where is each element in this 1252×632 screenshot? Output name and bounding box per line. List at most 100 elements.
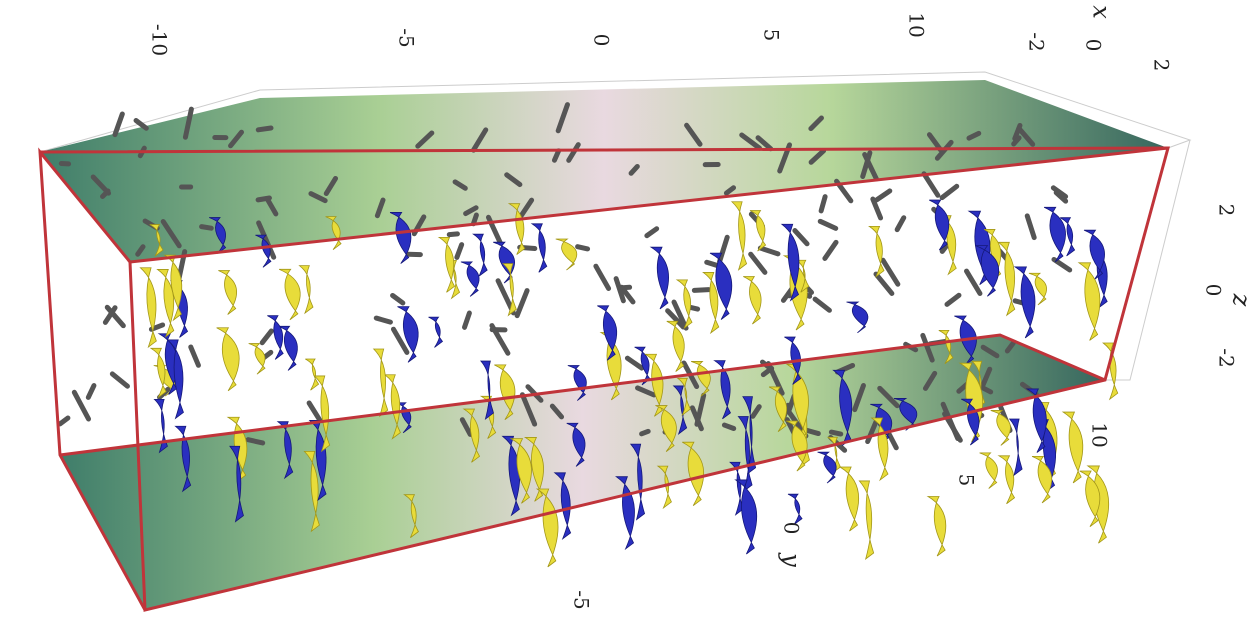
- ribbon: [501, 435, 521, 517]
- arrow: [470, 127, 489, 153]
- arrow: [628, 163, 640, 176]
- ribbon: [675, 279, 693, 329]
- ribbon: [838, 466, 860, 532]
- ribbon: [656, 465, 672, 510]
- ribbon: [1025, 388, 1047, 453]
- top-plane: [40, 80, 1168, 262]
- arrow: [104, 304, 126, 329]
- arrow: [808, 148, 827, 165]
- ribbon: [768, 386, 788, 433]
- ribbon: [428, 316, 444, 348]
- ribbon: [479, 360, 494, 421]
- arrow: [877, 385, 900, 409]
- ribbon: [975, 245, 1000, 297]
- ribbon: [278, 325, 298, 371]
- ribbon: [523, 437, 544, 502]
- ribbon: [938, 329, 954, 365]
- ribbon: [494, 364, 516, 421]
- ribbon: [1060, 217, 1076, 257]
- ribbon: [682, 441, 705, 506]
- ribbon: [276, 421, 294, 480]
- arrow: [639, 428, 651, 437]
- arrow: [256, 220, 277, 260]
- back-edge: [1105, 139, 1191, 381]
- arrow: [874, 188, 893, 203]
- tick-label: 10: [1088, 422, 1112, 447]
- back-edge: [39, 71, 1192, 153]
- arrow: [470, 212, 479, 227]
- ribbon: [929, 199, 950, 251]
- arrow: [721, 422, 737, 432]
- arrow: [555, 102, 570, 134]
- arrow: [462, 310, 472, 330]
- ribbon: [979, 452, 998, 489]
- ribbon: [672, 385, 688, 435]
- arrow: [504, 172, 523, 188]
- arrow: [852, 383, 866, 413]
- arrow: [812, 296, 832, 313]
- axis-label: y: [778, 552, 806, 567]
- ribbon: [629, 443, 646, 521]
- ribbon: [644, 353, 664, 417]
- arrow: [963, 268, 983, 297]
- arrow: [792, 228, 810, 247]
- tick-label: -2: [1025, 32, 1049, 51]
- arrow: [944, 292, 962, 307]
- arrow: [259, 328, 274, 346]
- arrow: [760, 365, 775, 378]
- arrow: [160, 219, 182, 249]
- arrow: [255, 195, 272, 203]
- arrow: [323, 175, 339, 197]
- ribbon: [780, 223, 800, 302]
- arrow: [188, 344, 201, 368]
- tick-label: 10: [905, 12, 929, 37]
- arrow: [860, 150, 873, 179]
- arrow: [575, 244, 591, 252]
- arrow: [1050, 185, 1069, 199]
- ribbon: [389, 212, 412, 264]
- tick-label: -5: [395, 28, 419, 47]
- ribbon: [785, 420, 808, 472]
- arrow: [255, 125, 274, 133]
- ribbon: [743, 276, 762, 325]
- arrow: [459, 417, 473, 437]
- ribbon: [676, 377, 691, 417]
- arrow: [374, 197, 386, 219]
- tick-label: -2: [1215, 348, 1239, 367]
- tick-label: 2: [1215, 204, 1239, 217]
- arrow: [873, 271, 895, 296]
- ribbon: [1077, 262, 1101, 341]
- ribbon: [509, 438, 532, 504]
- ribbon: [308, 420, 327, 502]
- ribbon: [298, 265, 314, 315]
- arrow: [514, 288, 530, 319]
- ribbon: [502, 263, 517, 317]
- tick-label: 5: [760, 29, 784, 42]
- ribbon: [787, 493, 803, 525]
- ribbon: [472, 233, 488, 277]
- ribbon: [218, 270, 237, 315]
- ribbon: [1102, 342, 1119, 401]
- ribbon: [313, 375, 331, 453]
- ribbon: [553, 472, 572, 541]
- ribbon: [383, 374, 401, 440]
- ribbon: [555, 238, 578, 271]
- arrow: [1011, 135, 1022, 147]
- ribbon: [149, 347, 167, 398]
- arrow: [199, 224, 214, 231]
- arrow: [452, 179, 468, 191]
- arrow: [415, 130, 435, 149]
- box-edge: [59, 333, 1106, 457]
- arrow: [1053, 190, 1069, 204]
- arrow: [1016, 125, 1036, 147]
- arrow: [182, 106, 194, 140]
- arrow: [109, 371, 130, 389]
- arrow: [102, 305, 118, 325]
- ribbon: [730, 201, 748, 271]
- arrow: [135, 244, 146, 257]
- ribbon: [1079, 470, 1101, 527]
- ribbon: [153, 398, 168, 454]
- ribbon: [1013, 266, 1036, 339]
- arrow: [85, 383, 97, 400]
- ribbon: [997, 455, 1016, 505]
